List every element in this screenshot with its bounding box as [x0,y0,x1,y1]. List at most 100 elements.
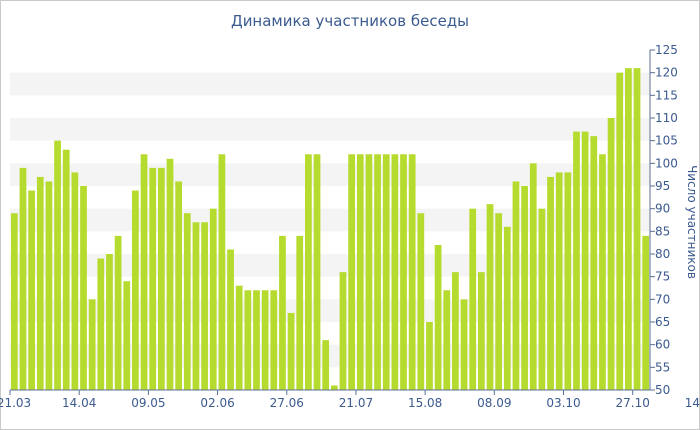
y-tick-label: 105 [655,134,678,148]
bar [512,181,520,390]
bar [235,285,243,390]
bar [599,154,606,390]
bar [330,385,338,390]
x-tick-label: 15.08 [408,396,442,410]
bar [339,272,347,390]
y-axis-label: Число участников [685,165,699,279]
bar [36,176,44,390]
grid-band [10,299,650,322]
bar [391,154,399,390]
y-tick-label: 80 [655,247,670,261]
bar [625,68,632,390]
bar [616,72,624,391]
y-tick-label: 70 [655,292,670,306]
x-tick-label: 03.10 [546,396,580,410]
grid-band [10,72,650,96]
bar [434,244,442,390]
bar [547,176,554,390]
bar [400,154,407,390]
bar [166,158,174,390]
bar [374,154,381,390]
bar [296,235,304,390]
x-tick-label: 09.05 [131,396,165,410]
bar [469,208,477,390]
bar [19,167,27,390]
bar [305,154,312,390]
y-tick-label: 55 [655,360,670,374]
bar [71,172,79,390]
chart-title: Динамика участников беседы [230,12,470,30]
bar [607,118,615,390]
bar [80,186,87,390]
bar [642,235,650,390]
bar [209,208,217,390]
x-tick-label: 27.06 [270,396,304,410]
bar [62,149,70,390]
y-tick-label: 120 [655,66,678,80]
y-tick-label: 50 [655,383,670,397]
y-tick-label: 125 [655,43,678,57]
x-tick-label: 27.10 [616,396,650,410]
bar [356,154,364,390]
bar [365,154,373,390]
bar [28,190,35,390]
bar [192,222,200,390]
bar [313,154,321,390]
x-tick-label: 21.07 [339,396,373,410]
y-tick-label: 60 [655,338,670,352]
bar [590,136,598,390]
bar [408,154,416,390]
bar [10,213,18,390]
bar [348,154,355,390]
bar [54,140,61,390]
x-tick-label: 08.09 [477,396,511,410]
bar [555,172,563,390]
bar [573,131,580,390]
x-tick-label: 02.06 [200,396,234,410]
bar [486,204,494,390]
y-tick-label: 65 [655,315,670,329]
y-tick-label: 115 [655,88,678,102]
bar [279,235,286,390]
bar [149,167,157,390]
bar [218,154,226,390]
bar [443,290,451,390]
y-tick-label: 95 [655,179,670,193]
bar [270,290,278,390]
y-tick-label: 85 [655,224,670,238]
bar [477,272,485,390]
bar [426,322,433,390]
bar [201,222,208,390]
x-tick-label: 14.11 [685,396,700,410]
grid-band [10,163,650,186]
bar [521,186,528,390]
bar [529,163,537,390]
y-tick-label: 90 [655,202,670,216]
bar [253,290,260,390]
bar [460,299,468,390]
bar [45,181,53,390]
bar [140,154,148,390]
bar [564,172,572,390]
bar [106,254,113,390]
bar [183,213,191,390]
x-tick-label: 21.03 [0,396,31,410]
bar [88,299,96,390]
bar [157,167,165,390]
x-tick-label: 14.04 [62,396,96,410]
bar [503,226,511,390]
bar [495,213,503,390]
grid-band [10,344,650,368]
bar [244,290,252,390]
y-tick-label: 110 [655,111,678,125]
bar [581,131,589,390]
bar [382,154,390,390]
bar [175,181,183,390]
bar [261,290,269,390]
bar [97,258,105,390]
bar [114,235,122,390]
bar [227,249,234,390]
bar [123,281,131,390]
bar [538,208,546,390]
